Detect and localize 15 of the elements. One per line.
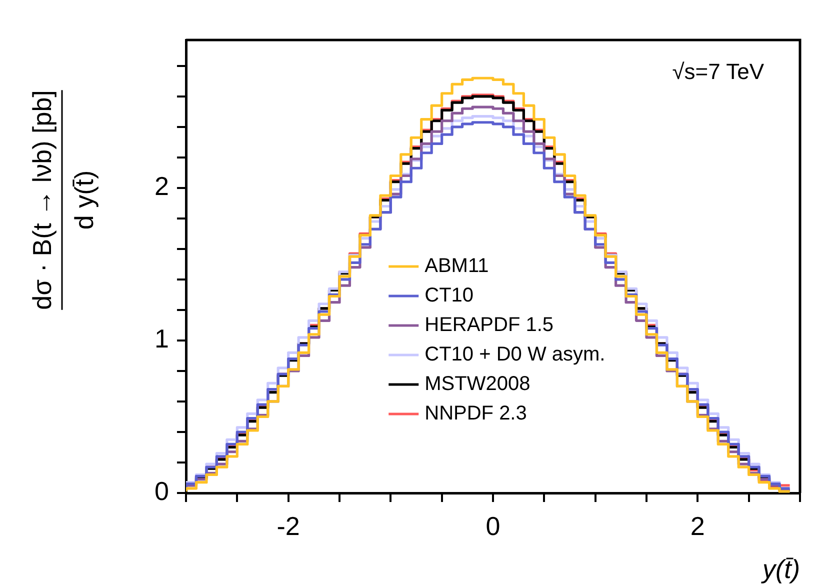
legend-label: CT10 [424, 284, 474, 307]
y-axis-title: dσ · B(t → lνb) [pb] d y(t̄) [27, 90, 100, 310]
x-axis-title: y(t̄) [760, 554, 800, 584]
legend-label: ABM11 [424, 255, 489, 278]
x-tick-label: 2 [690, 510, 705, 541]
legend-label: CT10 + D0 W asym. [424, 344, 606, 366]
annotation: √s=7 TeV [672, 59, 764, 84]
y-tick-label: 0 [154, 476, 169, 506]
x-tick-label: -2 [276, 510, 300, 541]
legend-label: NNPDF 2.3 [424, 402, 527, 425]
y-tick-label: 1 [154, 324, 169, 354]
x-tick-label: 0 [486, 510, 500, 541]
legend-label: MSTW2008 [424, 373, 530, 396]
y-tick-label: 2 [154, 171, 169, 202]
legend-label: HERAPDF 1.5 [424, 314, 554, 336]
